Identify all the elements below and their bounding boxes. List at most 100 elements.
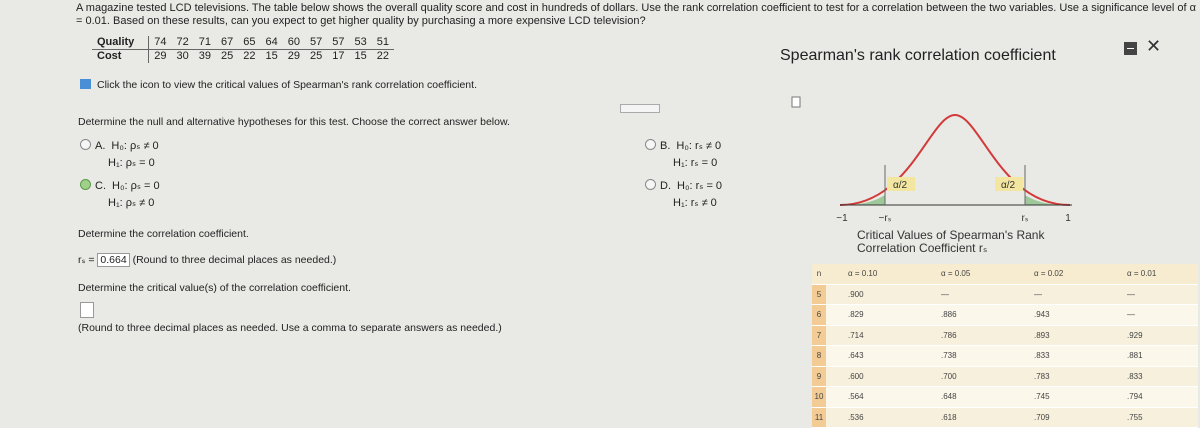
header-cell: α = 0.02 [1012, 264, 1105, 285]
tail-label: α/2 [893, 180, 908, 191]
table-cell: 11 [812, 407, 826, 428]
table-cell: .536 [826, 407, 919, 428]
table-cell: .643 [826, 345, 919, 367]
table-title: Critical Values of Spearman's Rank Correl… [857, 229, 1044, 255]
option[interactable]: B. H₀: rₛ ≠ 0 H₁: rₛ = 0 [645, 138, 721, 172]
table-title-line: Correlation Coefficient rₛ [857, 241, 988, 255]
table-cell: — [1105, 304, 1198, 326]
table-cell: 29 [154, 50, 167, 62]
part3-prompt: Determine the critical value(s) of the c… [78, 282, 351, 294]
axis-label: −1 [836, 213, 848, 224]
table-cell: 25 [310, 50, 323, 62]
table-cell: .618 [919, 407, 1012, 428]
h0: H₀: ρₛ ≠ 0 [111, 140, 159, 152]
header-cell: α = 0.10 [826, 264, 919, 285]
hint-text: Click the icon to view the critical valu… [97, 79, 477, 91]
table-title-line: Critical Values of Spearman's Rank [857, 228, 1045, 242]
part2-prompt: Determine the correlation coefficient. [78, 228, 249, 240]
h0: H₀: rₛ ≠ 0 [676, 140, 722, 152]
header-cell: α = 0.01 [1105, 264, 1198, 285]
table-row: 11.536.618.709.755 [812, 407, 1198, 428]
axis-label: −rₛ [879, 213, 892, 224]
table-row: Quality 74 72 71 67 65 64 60 57 57 53 51 [92, 36, 395, 50]
table-cell: 71 [193, 36, 217, 50]
table-cell: 39 [198, 50, 212, 62]
table-cell: .786 [919, 325, 1012, 346]
table-cell: — [919, 284, 1012, 305]
h1: H₁: ρₛ ≠ 0 [108, 197, 155, 209]
table-cell: .714 [826, 325, 919, 346]
question-text: A magazine tested LCD televisions. The t… [76, 2, 1196, 27]
table-cell: 51 [371, 36, 395, 50]
table-cell: .648 [919, 386, 1012, 408]
radio [80, 139, 91, 150]
table-cell: .900 [826, 284, 919, 305]
table-cell: 74 [148, 36, 172, 50]
table-cell: .745 [1012, 386, 1105, 408]
table-cell: .738 [919, 345, 1012, 367]
table-cell: 64 [260, 36, 283, 50]
table-cell: .881 [1105, 345, 1198, 367]
hint[interactable]: Click the icon to view the critical valu… [80, 79, 477, 91]
table-cell: — [1012, 284, 1105, 305]
table-row: 7.714.786.893.929 [812, 325, 1198, 346]
table-cell: .833 [1105, 366, 1198, 387]
table-cell: .783 [1012, 366, 1105, 387]
table-cell: 72 [171, 36, 194, 50]
table-cell: Cost [92, 49, 150, 63]
h1: H₁: rₛ = 0 [673, 157, 718, 169]
table-cell: .709 [1012, 407, 1105, 428]
option[interactable]: C. H₀: ρₛ = 0 H₁: ρₛ ≠ 0 [80, 178, 160, 212]
answer-box[interactable]: 0.664 [97, 253, 130, 267]
option-letter: A. [95, 140, 106, 152]
popup-title: Spearman's rank correlation coefficient [780, 47, 1056, 64]
minimize-button[interactable] [1124, 42, 1137, 55]
distribution-graph: α/2 α/2 −1 −rₛ rₛ 1 [791, 96, 1072, 224]
table-cell: .600 [826, 366, 919, 387]
h0: H₀: ρₛ = 0 [112, 180, 160, 192]
table-cell: 9 [812, 366, 826, 387]
option-letter: D. [660, 180, 671, 192]
table-row: 8.643.738.833.881 [812, 345, 1198, 367]
table-cell: 15 [354, 50, 367, 62]
table-cell: 22 [376, 50, 390, 62]
table-cell: 65 [238, 36, 261, 50]
table-cell: 57 [327, 36, 350, 50]
table-cell: 30 [176, 50, 189, 62]
radio [645, 179, 656, 190]
table-cell: 15 [265, 50, 278, 62]
table-row: 9.600.700.783.833 [812, 366, 1198, 387]
h1: H₁: rₛ ≠ 0 [673, 197, 717, 209]
header-cell: n [812, 264, 826, 285]
table-cell: .564 [826, 386, 919, 408]
table-cell: — [1105, 284, 1198, 305]
table-cell: 22 [243, 50, 256, 62]
table-cell: 67 [216, 36, 239, 50]
part1-prompt: Determine the null and alternative hypot… [78, 116, 510, 128]
table-cell: 29 [287, 50, 301, 62]
table-cell: .700 [919, 366, 1012, 387]
close-button[interactable]: ✕ [1146, 36, 1162, 56]
table-cell: 60 [282, 36, 306, 50]
part3-note: (Round to three decimal places as needed… [78, 322, 502, 334]
table-row: 10.564.648.745.794 [812, 386, 1198, 408]
table-cell: 57 [305, 36, 328, 50]
h0: H₀: rₛ = 0 [677, 180, 723, 192]
table-cell: 5 [812, 284, 826, 305]
axis-label: 1 [1065, 213, 1071, 224]
option[interactable]: D. H₀: rₛ = 0 H₁: rₛ ≠ 0 [645, 178, 722, 212]
input-box[interactable] [80, 302, 94, 318]
note: (Round to three decimal places as needed… [132, 254, 337, 266]
rs-label: rₛ = [78, 254, 95, 266]
expand-handle[interactable] [620, 104, 660, 113]
table-row: 5.900— — — [812, 284, 1198, 305]
option[interactable]: A. H₀: ρₛ ≠ 0 H₁: ρₛ = 0 [80, 138, 159, 172]
table-cell: 8 [812, 345, 826, 367]
option-letter: B. [660, 140, 671, 152]
table-cell: .794 [1105, 386, 1198, 408]
radio [645, 139, 656, 150]
table-cell: 53 [349, 36, 372, 50]
radio [80, 179, 91, 190]
